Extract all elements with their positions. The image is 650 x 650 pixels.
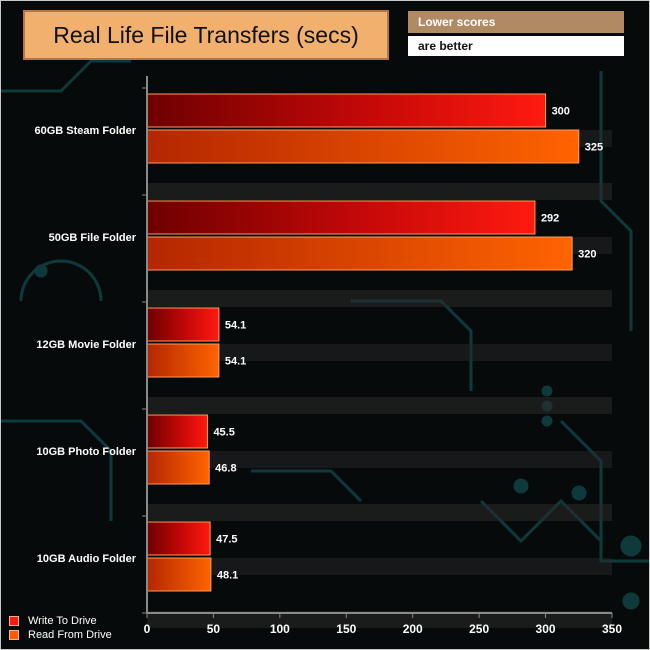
bar-read-2 — [146, 343, 220, 378]
bar-write-1 — [146, 200, 536, 235]
legend-swatch-write — [9, 616, 19, 626]
band-4 — [147, 611, 612, 628]
value-label-write-4: 47.5 — [216, 534, 237, 546]
category-label-0: 60GB Steam Folder — [35, 125, 137, 137]
band-mid-4 — [147, 558, 612, 575]
value-label-read-2: 54.1 — [225, 356, 246, 368]
category-label-1: 50GB File Folder — [49, 232, 137, 244]
bar-write-2 — [146, 307, 220, 342]
band-0 — [147, 183, 612, 200]
band-mid-2 — [147, 344, 612, 361]
value-label-write-3: 45.5 — [213, 427, 234, 439]
bar-write-0 — [146, 93, 547, 128]
x-tick-label-250: 250 — [469, 622, 489, 636]
value-labels: 300 325 292 320 54.1 54.1 45.5 46.8 47.5 48.1 — [213, 106, 603, 582]
x-tick-label-50: 50 — [207, 622, 221, 636]
x-tick-label-100: 100 — [270, 622, 290, 636]
value-label-write-1: 292 — [541, 213, 559, 225]
category-labels: 60GB Steam Folder 50GB File Folder 12GB Mo… — [35, 125, 137, 565]
x-tick-label-300: 300 — [536, 622, 556, 636]
bar-read-3 — [146, 450, 210, 485]
bar-read-1 — [146, 236, 573, 271]
band-mid-3 — [147, 451, 612, 468]
bar-read-4 — [146, 557, 212, 592]
axes: 0 50 100 150 200 250 300 350 — [142, 76, 622, 636]
x-tick-label-200: 200 — [403, 622, 423, 636]
bar-write-4 — [146, 521, 211, 556]
band-2 — [147, 397, 612, 414]
note-lower-scores: Lower scores — [408, 11, 624, 33]
chart-title: Real Life File Transfers (secs) — [23, 10, 389, 60]
band-1 — [147, 290, 612, 307]
bar-write-3 — [146, 414, 208, 449]
bars — [146, 93, 580, 592]
value-label-read-3: 46.8 — [215, 463, 236, 475]
category-label-4: 10GB Audio Folder — [37, 553, 137, 565]
value-label-read-1: 320 — [578, 249, 596, 261]
note-are-better: are better — [408, 36, 624, 56]
category-label-2: 12GB Movie Folder — [36, 339, 136, 351]
legend-item-write: Write To Drive — [9, 615, 97, 627]
value-label-read-4: 48.1 — [217, 570, 238, 582]
value-label-write-2: 54.1 — [225, 320, 246, 332]
legend-label-read: Read From Drive — [28, 629, 112, 641]
band-3 — [147, 504, 612, 521]
legend-label-write: Write To Drive — [28, 615, 97, 627]
x-tick-label-150: 150 — [336, 622, 356, 636]
value-label-read-0: 325 — [585, 142, 603, 154]
legend-swatch-read — [9, 630, 19, 640]
category-label-3: 10GB Photo Folder — [36, 446, 136, 458]
x-tick-label-0: 0 — [144, 622, 151, 636]
x-tick-label-350: 350 — [602, 622, 622, 636]
legend-item-read: Read From Drive — [9, 629, 112, 641]
bar-read-0 — [146, 129, 580, 164]
value-label-write-0: 300 — [552, 106, 570, 118]
